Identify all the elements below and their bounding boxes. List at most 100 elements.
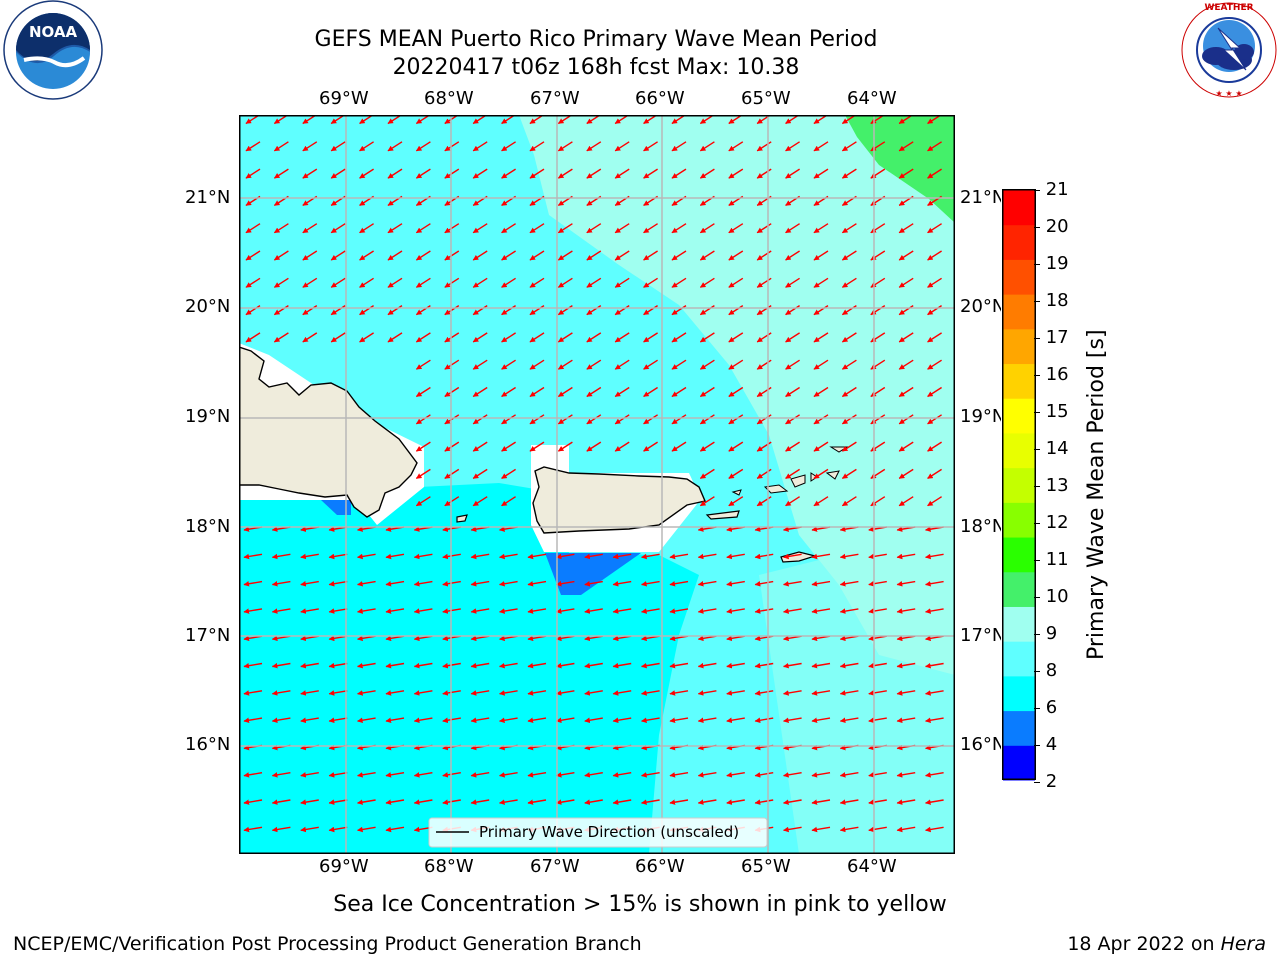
nws-logo: WEATHER ★ ★ ★ bbox=[1181, 2, 1277, 98]
wave-arrow bbox=[643, 332, 658, 343]
wave-arrow bbox=[927, 305, 942, 316]
lon-label-bottom: 67°W bbox=[530, 856, 580, 877]
wave-arrow bbox=[359, 305, 374, 316]
wave-arrow bbox=[328, 799, 348, 805]
wave-arrow bbox=[527, 690, 547, 696]
wave-arrow bbox=[245, 332, 261, 343]
wave-arrow bbox=[669, 799, 689, 805]
wave-arrow bbox=[870, 332, 886, 343]
wave-arrow bbox=[387, 277, 403, 288]
wave-arrow bbox=[669, 717, 689, 724]
wave-arrow bbox=[726, 662, 745, 669]
wave-arrow bbox=[472, 441, 488, 452]
wave-arrow bbox=[614, 441, 630, 452]
wave-arrow bbox=[898, 386, 914, 398]
wave-arrow bbox=[328, 553, 348, 560]
wave-arrow bbox=[472, 496, 488, 507]
wave-arrow bbox=[527, 553, 547, 560]
wave-arrow bbox=[243, 662, 263, 669]
wave-arrow bbox=[925, 772, 944, 778]
wave-arrow bbox=[557, 359, 573, 370]
wave-arrow bbox=[756, 386, 772, 398]
colorbar-cell bbox=[1003, 606, 1035, 642]
wave-arrow bbox=[415, 359, 431, 370]
graticule bbox=[239, 115, 955, 854]
wave-arrow bbox=[557, 305, 573, 316]
wave-arrow bbox=[413, 717, 433, 724]
wave-arrow bbox=[385, 799, 405, 805]
wave-arrow bbox=[472, 386, 488, 398]
wave-arrow bbox=[811, 553, 831, 560]
wave-arrow bbox=[754, 553, 774, 560]
wave-arrow bbox=[898, 414, 914, 425]
wave-arrow bbox=[501, 141, 516, 152]
wave-arrow bbox=[470, 690, 490, 696]
wave-arrow bbox=[245, 141, 261, 152]
wave-arrow bbox=[728, 332, 744, 343]
wave-arrow bbox=[643, 414, 658, 425]
lon-label-top: 64°W bbox=[847, 88, 897, 109]
wave-arrow bbox=[783, 799, 802, 805]
wave-arrow bbox=[357, 580, 376, 587]
wave-arrow bbox=[245, 277, 261, 288]
wave-arrow bbox=[870, 359, 886, 370]
wave-arrow bbox=[868, 553, 887, 560]
wave-arrow bbox=[557, 250, 573, 261]
wave-arrow bbox=[499, 799, 518, 805]
hispaniola-land bbox=[239, 346, 418, 518]
wave-arrow bbox=[754, 690, 774, 696]
wave-arrow bbox=[300, 662, 319, 669]
wave-arrow bbox=[359, 223, 374, 234]
wave-arrow bbox=[643, 141, 658, 152]
wave-arrow bbox=[896, 608, 916, 614]
wave-arrow bbox=[726, 580, 745, 587]
wave-arrow bbox=[697, 608, 717, 614]
wave-arrow bbox=[839, 580, 859, 587]
wave-arrow bbox=[243, 608, 263, 614]
wave-arrow bbox=[785, 141, 800, 152]
wave-arrow bbox=[756, 141, 772, 152]
wave-arrow bbox=[699, 414, 715, 425]
wave-arrow bbox=[529, 359, 545, 370]
wave-arrow bbox=[811, 690, 831, 696]
wave-arrow bbox=[557, 223, 573, 234]
wave-arrow bbox=[868, 580, 887, 587]
wave-arrow bbox=[783, 690, 802, 696]
wave-arrow bbox=[385, 608, 405, 614]
lon-label-bottom: 64°W bbox=[847, 856, 897, 877]
wave-arrow bbox=[898, 223, 914, 234]
colorbar-cell bbox=[1003, 467, 1035, 503]
wave-arrow bbox=[385, 772, 405, 778]
wave-arrow bbox=[243, 826, 263, 833]
wave-arrow bbox=[896, 690, 916, 696]
wave-arrow bbox=[586, 250, 602, 261]
wave-arrow bbox=[302, 332, 318, 343]
lat-label-left: 20°N bbox=[185, 296, 231, 317]
wave-arrow bbox=[387, 141, 403, 152]
wave-arrow bbox=[385, 690, 405, 696]
wave-arrow bbox=[273, 223, 289, 234]
wave-arrow bbox=[470, 662, 490, 669]
colorbar-tick: 8 bbox=[1045, 660, 1058, 681]
wave-arrow bbox=[870, 468, 886, 479]
wave-arrow bbox=[555, 772, 575, 778]
wave-arrow bbox=[271, 553, 291, 560]
period-field-10-11 bbox=[845, 115, 955, 223]
wave-arrow bbox=[641, 662, 660, 669]
wave-arrow bbox=[415, 468, 431, 479]
wave-arrow bbox=[756, 441, 772, 452]
wave-arrow bbox=[586, 223, 602, 234]
wave-arrow bbox=[671, 332, 687, 343]
wave-arrow bbox=[699, 168, 715, 179]
wave-arrow bbox=[555, 690, 575, 696]
map-title-line2: 20220417 t06z 168h fcst Max: 10.38 bbox=[392, 55, 800, 80]
wave-arrow bbox=[785, 386, 800, 398]
lon-label-top: 66°W bbox=[635, 88, 685, 109]
wave-arrow bbox=[357, 799, 376, 805]
wave-arrow bbox=[442, 717, 461, 724]
wave-arrow bbox=[870, 496, 886, 507]
wave-arrow bbox=[728, 496, 744, 507]
wave-arrow bbox=[728, 468, 744, 479]
wave-arrow bbox=[728, 141, 744, 152]
wave-arrow bbox=[357, 662, 376, 669]
